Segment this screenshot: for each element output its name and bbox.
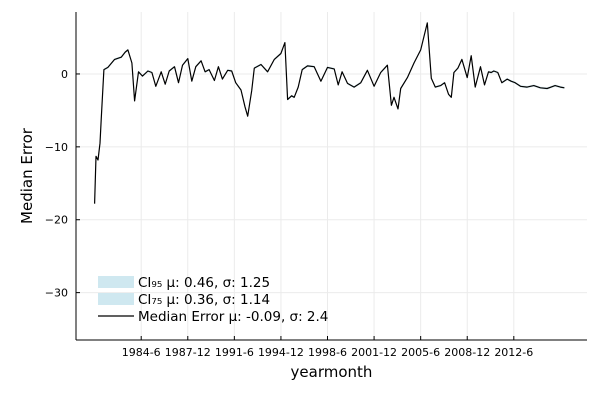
x-tick-label: 2001-12	[351, 346, 397, 359]
confidence-band	[94, 21, 565, 205]
legend-swatch-band	[98, 276, 134, 288]
legend-entry-label: CI₇₅ μ: 0.36, σ: 1.14	[138, 292, 270, 308]
ci-band	[94, 21, 565, 205]
y-tick-label: −30	[45, 287, 68, 300]
y-tick-label: −10	[45, 141, 68, 154]
median-error-line	[94, 22, 565, 204]
legend-entry-label: CI₉₅ μ: 0.46, σ: 1.25	[138, 275, 270, 291]
grid-lines	[76, 12, 587, 340]
x-tick-label: 1994-12	[258, 346, 304, 359]
x-tick-label: 1998-6	[308, 346, 347, 359]
series-lines	[94, 22, 565, 204]
legend-entry-label: Median Error μ: -0.09, σ: 2.4	[138, 309, 328, 325]
x-tick-label: 1984-6	[122, 346, 161, 359]
legend-swatch-band	[98, 293, 134, 305]
x-tick-label: 1991-6	[215, 346, 254, 359]
x-tick-label: 2008-12	[444, 346, 490, 359]
x-tick-label: 2005-6	[401, 346, 440, 359]
tick-labels: 1984-6 1987-12 1991-6 1994-12 1998-6 2001-12 2…	[45, 68, 534, 359]
x-axis-label: yearmonth	[291, 363, 373, 381]
x-tick-label: 2012-6	[494, 346, 533, 359]
axes	[75, 12, 587, 341]
y-tick-label: 0	[61, 68, 68, 81]
y-tick-label: −20	[45, 214, 68, 227]
y-axis-label: Median Error	[18, 127, 36, 224]
x-tick-label: 1987-12	[165, 346, 211, 359]
